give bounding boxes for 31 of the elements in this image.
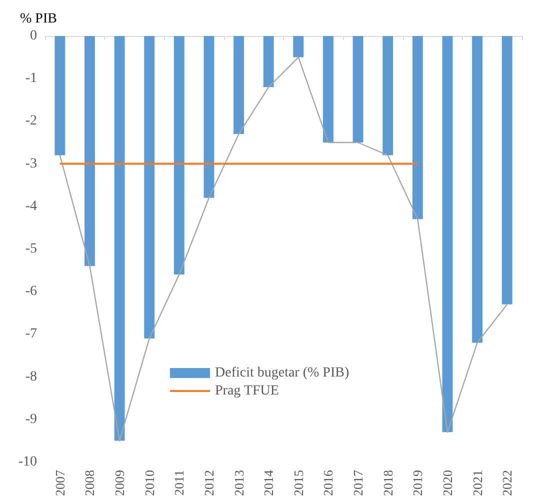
y-tick-label: -8 [25,369,37,384]
x-tick-label: 2014 [261,470,276,496]
legend-label: Deficit bugetar (% PIB) [215,366,350,380]
x-tick-label: 2007 [52,470,68,496]
x-tick-label: 2021 [470,470,485,496]
x-tick-label: 2020 [440,470,455,496]
x-tick-label: 2015 [290,470,306,496]
y-tick-label: 0 [30,28,37,44]
x-tick-label: 2017 [350,470,366,496]
x-tick-label: 2016 [320,470,336,496]
y-tick-label: -9 [25,412,37,427]
y-tick-label: -10 [18,454,37,470]
x-tick-label: 2009 [112,470,128,496]
x-tick-label: 2011 [172,470,187,496]
x-tick-label: 2018 [380,470,396,496]
y-tick-label: -3 [25,156,37,172]
y-tick-label: -1 [25,71,37,86]
y-tick-label: -5 [25,242,37,256]
x-tick-label: 2019 [410,470,426,496]
y-tick-label: -2 [25,114,37,129]
x-tick-label: 2012 [201,470,216,496]
line-series [59,56,508,442]
x-tick-label: 2010 [142,470,157,496]
legend-label: Prag TFUE [215,384,279,398]
x-tick-label: 2013 [231,470,246,496]
x-tick-label: 2008 [82,470,98,496]
y-tick-label: -4 [25,198,37,214]
y-tick-label: -7 [25,326,37,342]
y-axis-title: % PIB [20,12,57,26]
y-tick-label: -6 [25,284,37,300]
x-tick-label: 2022 [500,470,515,496]
